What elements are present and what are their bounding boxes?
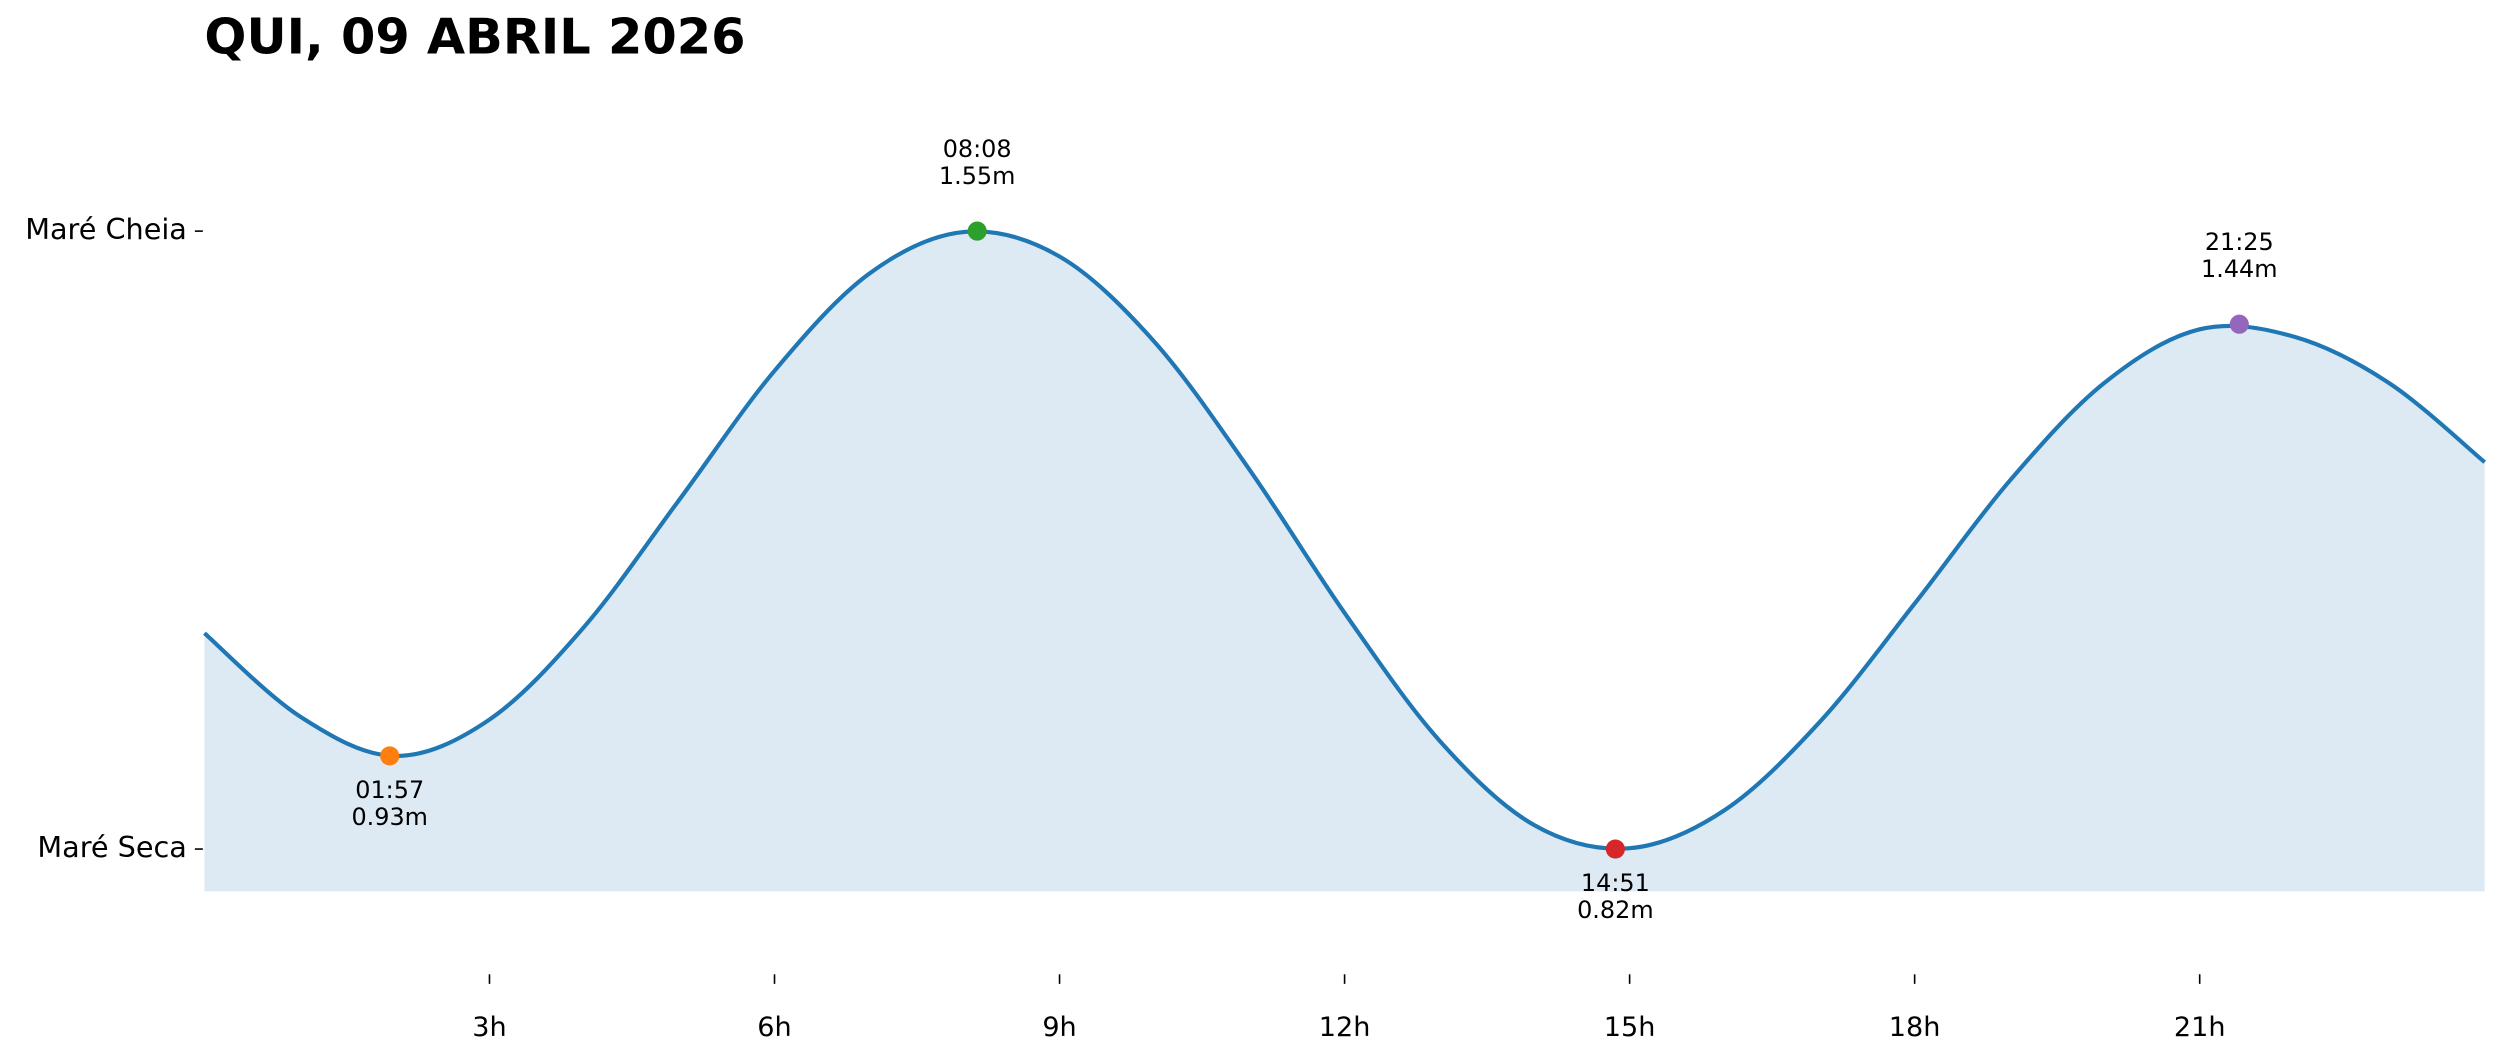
extreme-time: 01:57	[355, 776, 424, 804]
extreme-point	[967, 221, 987, 241]
x-tick-label: 3h	[472, 1012, 506, 1043]
chart-title: QUI, 09 ABRIL 2026	[204, 7, 745, 65]
extreme-time: 08:08	[943, 135, 1012, 163]
y-tick-label: Maré Cheia	[25, 212, 187, 246]
extreme-value: 1.44m	[2201, 255, 2278, 283]
extreme-point	[2229, 314, 2249, 334]
extreme-point	[380, 746, 400, 766]
x-tick-label: 6h	[757, 1012, 791, 1043]
extreme-value: 0.82m	[1577, 896, 1654, 924]
y-tick-label: Maré Seca	[37, 830, 186, 864]
extreme-value: 0.93m	[351, 803, 428, 831]
x-tick-label: 21h	[2174, 1012, 2226, 1043]
x-tick-label: 15h	[1604, 1012, 1656, 1043]
x-tick-label: 9h	[1042, 1012, 1076, 1043]
x-tick-label: 12h	[1319, 1012, 1371, 1043]
extreme-value: 1.55m	[939, 162, 1016, 190]
extreme-time: 21:25	[2205, 228, 2274, 256]
tide-line	[203, 229, 2487, 851]
x-tick-label: 18h	[1889, 1012, 1941, 1043]
tide-area	[204, 231, 2485, 892]
extreme-time: 14:51	[1581, 869, 1650, 897]
extreme-point	[1605, 839, 1625, 859]
